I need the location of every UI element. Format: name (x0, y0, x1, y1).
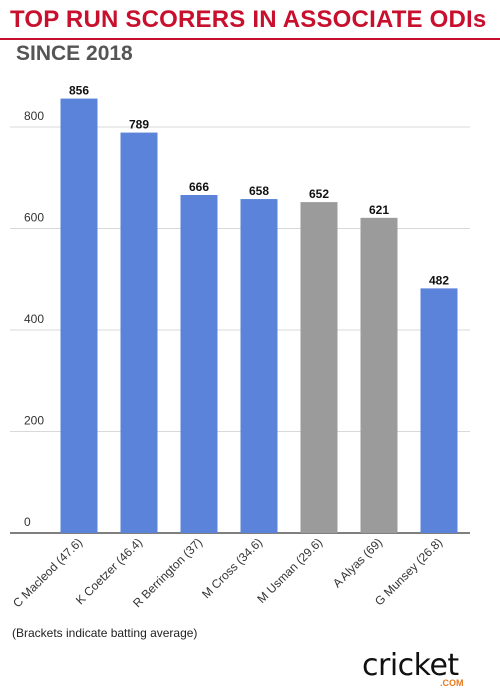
chart-subtitle: SINCE 2018 (16, 42, 133, 65)
bar (360, 217, 398, 533)
y-tick-label: 800 (24, 109, 44, 123)
y-tick-label: 600 (24, 211, 44, 225)
data-label: 658 (249, 184, 269, 198)
logo-dotcom: .COM (440, 678, 464, 688)
y-tick-label: 200 (24, 414, 44, 428)
chart-title: TOP RUN SCORERS IN ASSOCIATE ODIs (10, 6, 487, 33)
bar (240, 199, 278, 533)
bar (180, 195, 218, 533)
data-label: 482 (429, 273, 449, 287)
bar (300, 202, 338, 534)
x-category-label: A Alyas (69) (330, 535, 385, 590)
bar (420, 288, 458, 533)
bar (120, 132, 158, 533)
y-tick-label: 0 (24, 515, 31, 529)
title-divider (0, 38, 500, 40)
logo-wordmark: cricket (362, 648, 459, 683)
x-category-label: M Usman (29.6) (254, 535, 325, 606)
y-tick-label: 400 (24, 312, 44, 326)
data-label: 789 (129, 118, 149, 132)
data-label: 856 (69, 84, 89, 98)
cricket-com-logo: cricket .COM (362, 648, 474, 690)
x-category-label: M Cross (34.6) (199, 535, 265, 601)
data-label: 621 (369, 203, 389, 217)
footnote: (Brackets indicate batting average) (12, 626, 198, 640)
data-label: 666 (189, 180, 209, 194)
data-label: 652 (309, 187, 329, 201)
bar (60, 98, 98, 533)
